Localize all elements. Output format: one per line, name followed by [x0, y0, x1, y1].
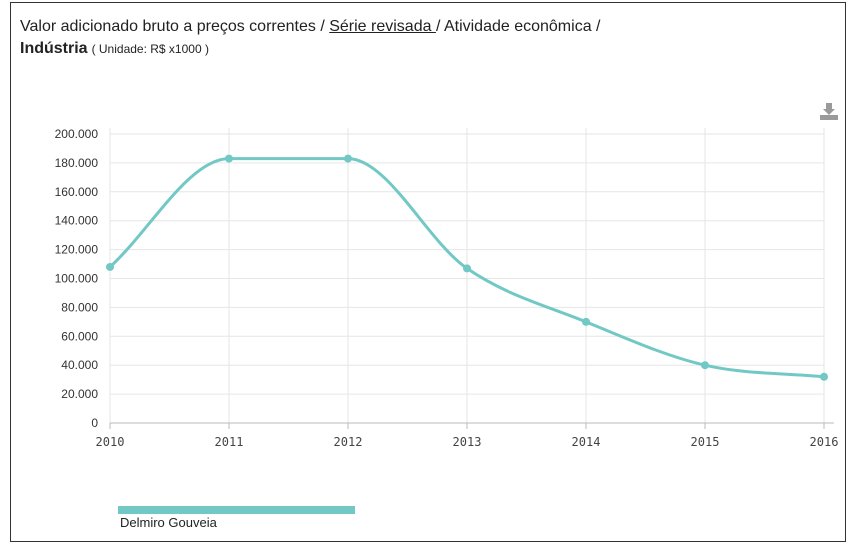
serie-revisada-link[interactable]: Série revisada — [329, 18, 436, 35]
chart-panel — [10, 2, 846, 542]
y-tick-label: 40.000 — [61, 358, 98, 372]
x-tick-label: 2014 — [572, 435, 601, 449]
data-point[interactable] — [820, 372, 828, 381]
title-text-part2: / Atividade econômica / — [435, 18, 601, 35]
chart-title-line1: Valor adicionado bruto a preços corrente… — [20, 18, 600, 36]
title-text-part1: Valor adicionado bruto a preços corrente… — [20, 18, 330, 35]
y-tick-label: 0 — [91, 416, 98, 430]
x-tick-label: 2016 — [810, 435, 839, 449]
x-tick-label: 2013 — [453, 435, 482, 449]
y-tick-label: 100.000 — [55, 272, 99, 286]
y-tick-label: 200.000 — [55, 127, 99, 141]
data-point[interactable] — [106, 262, 114, 271]
y-tick-label: 160.000 — [55, 185, 99, 199]
data-point[interactable] — [225, 154, 233, 163]
legend-swatch-delmiro-gouveia[interactable] — [118, 506, 355, 514]
data-point[interactable] — [582, 317, 590, 326]
y-tick-label: 80.000 — [61, 300, 98, 314]
data-point[interactable] — [701, 361, 709, 370]
legend-label-delmiro-gouveia[interactable]: Delmiro Gouveia — [120, 515, 217, 530]
y-tick-label: 180.000 — [55, 156, 99, 170]
x-tick-label: 2012 — [334, 435, 363, 449]
data-point[interactable] — [463, 264, 471, 273]
chart-title-line2: Indústria( Unidade: R$ x1000 ) — [20, 40, 209, 58]
y-tick-label: 20.000 — [61, 387, 98, 401]
x-tick-label: 2015 — [691, 435, 720, 449]
y-tick-label: 140.000 — [55, 214, 99, 228]
data-point[interactable] — [344, 154, 352, 163]
x-tick-label: 2010 — [96, 435, 125, 449]
x-tick-label: 2011 — [215, 435, 244, 449]
title-unit: ( Unidade: R$ x1000 ) — [91, 42, 209, 56]
y-tick-label: 60.000 — [61, 329, 98, 343]
title-activity: Indústria — [20, 40, 88, 57]
y-tick-label: 120.000 — [55, 243, 99, 257]
download-icon[interactable] — [818, 100, 840, 122]
